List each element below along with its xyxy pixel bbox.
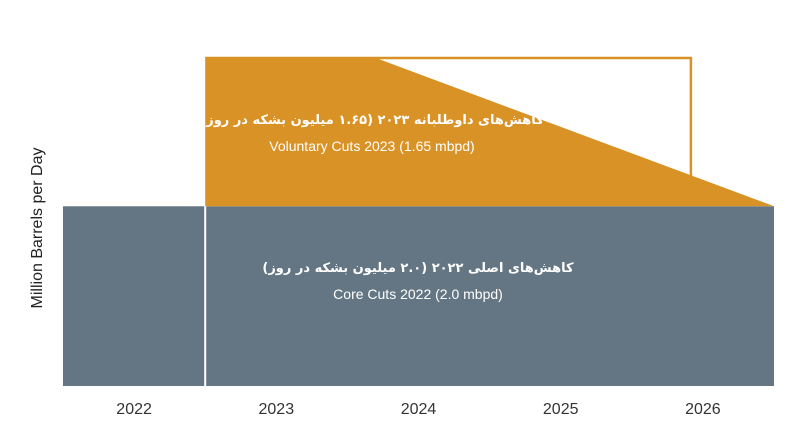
x-tick-label-2023: 2023	[259, 401, 295, 418]
plot-area	[63, 56, 774, 386]
y-axis-label: Million Barrels per Day	[29, 148, 46, 309]
x-tick-label-2024: 2024	[401, 401, 437, 418]
x-tick-label-2022: 2022	[116, 401, 152, 418]
core-cuts-area	[63, 206, 774, 386]
x-tick-label-2025: 2025	[543, 401, 579, 418]
x-tick-label-2026: 2026	[685, 401, 721, 418]
voluntary-cuts-area	[205, 58, 774, 207]
core-cuts-label-fa: کاهش‌های اصلی ۲۰۲۲ (۲.۰ میلیون بشکه در ر…	[262, 261, 574, 276]
voluntary-cuts-label-en: Voluntary Cuts 2023 (1.65 mbpd)	[269, 138, 474, 154]
x-axis: 2022 2023 2024 2025 2026	[116, 401, 720, 418]
arrow-head-icon	[681, 182, 700, 195]
arrow-line	[205, 56, 693, 185]
core-cuts-label-en: Core Cuts 2022 (2.0 mbpd)	[333, 286, 503, 302]
voluntary-cuts-label-fa: کاهش‌های داوطلبانه ۲۰۲۳ (۱.۶۵ میلیون بشک…	[200, 113, 544, 128]
